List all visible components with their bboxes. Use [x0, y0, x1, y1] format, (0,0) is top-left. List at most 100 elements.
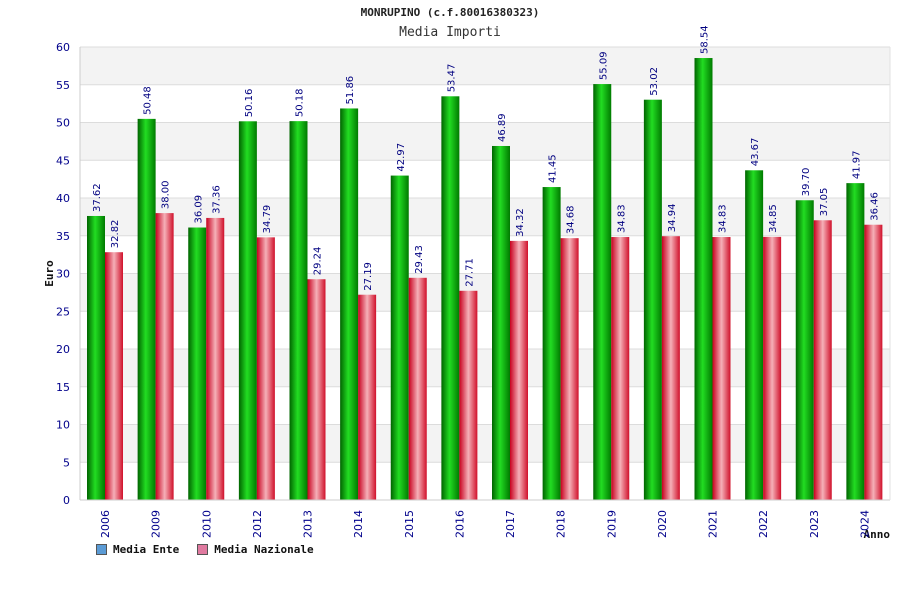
bar-media-ente: [643, 99, 662, 500]
legend-swatch-ente: [96, 544, 107, 555]
axes: 0 5 10 15 20 25 30 35 40 45 50 55 60 Euro Anno 2006 2009…: [43, 41, 891, 541]
x-tick-label: 2019: [605, 510, 618, 538]
y-tick-label: 0: [63, 494, 70, 507]
bar-media-nazionale: [459, 290, 478, 500]
data-label-media-nazionale: 34.79: [262, 205, 273, 234]
bar-media-ente: [238, 121, 257, 501]
y-tick-label: 50: [56, 117, 70, 130]
data-label-media-nazionale: 29.43: [414, 245, 425, 274]
data-label-media-nazionale: 34.83: [718, 204, 729, 233]
x-tick-label: 2021: [707, 510, 720, 538]
x-axis-label: Anno: [864, 528, 891, 541]
legend-item-ente: Media Ente: [96, 543, 179, 556]
data-label-media-nazionale: 38.00: [161, 180, 172, 209]
grid-band: [80, 122, 890, 161]
y-tick-label: 15: [56, 381, 70, 394]
data-label-media-ente: 51.86: [345, 76, 356, 105]
data-label-media-ente: 41.45: [548, 154, 559, 183]
data-label-media-nazionale: 27.71: [464, 258, 475, 287]
y-tick-label: 45: [56, 154, 70, 167]
bar-media-ente: [694, 58, 713, 500]
legend-swatch-nazionale: [197, 544, 209, 555]
data-label-media-ente: 55.09: [598, 51, 609, 80]
bar-media-ente: [137, 118, 156, 500]
data-label-media-nazionale: 29.24: [313, 247, 324, 276]
bar-media-ente: [846, 183, 865, 500]
bar-media-nazionale: [358, 294, 377, 500]
bar-media-ente: [795, 200, 814, 500]
x-tick-label: 2009: [150, 510, 163, 538]
y-tick-label: 10: [56, 419, 70, 432]
data-label-media-nazionale: 27.19: [363, 262, 374, 291]
y-tick-label: 55: [56, 79, 70, 92]
x-tick-label: 2014: [352, 510, 365, 538]
data-label-media-ente: 50.18: [295, 89, 306, 118]
x-tick-label: 2023: [808, 510, 821, 538]
bar-media-nazionale: [712, 237, 731, 500]
bar-media-ente: [390, 175, 409, 500]
data-label-media-ente: 46.89: [497, 113, 508, 142]
bar-media-ente: [593, 84, 612, 501]
bar-media-nazionale: [408, 277, 427, 500]
x-tick-label: 2017: [504, 510, 517, 538]
y-axis-label: Euro: [43, 260, 56, 287]
data-label-media-ente: 36.09: [193, 195, 204, 224]
y-tick-label: 30: [56, 268, 70, 281]
data-label-media-ente: 53.47: [446, 64, 457, 93]
y-tick-label: 25: [56, 305, 70, 318]
bar-media-ente: [340, 108, 359, 500]
legend-item-nazionale: Media Nazionale: [197, 543, 314, 556]
bar-media-nazionale: [611, 237, 630, 500]
data-label-media-ente: 53.02: [649, 67, 660, 96]
data-label-media-nazionale: 36.46: [869, 192, 880, 221]
bar-media-ente: [188, 227, 207, 500]
data-label-media-ente: 39.70: [801, 168, 812, 197]
chart-title: MONRUPINO (c.f.80016380323): [360, 6, 540, 19]
data-label-media-ente: 58.54: [700, 25, 711, 54]
labels-group: 37.62 32.82 50.48 38.00 36.09 37.36 50.16 34.79…: [92, 25, 880, 290]
x-tick-label: 2012: [251, 510, 264, 538]
data-label-media-nazionale: 32.82: [110, 220, 121, 249]
y-tick-label: 5: [63, 456, 70, 469]
x-tick-label: 2020: [656, 510, 669, 538]
data-label-media-nazionale: 37.05: [819, 188, 830, 217]
bar-media-nazionale: [105, 252, 123, 500]
x-tick-label: 2010: [200, 510, 213, 538]
data-label-media-nazionale: 37.36: [211, 185, 222, 214]
bar-media-ente: [542, 187, 561, 501]
bar-media-nazionale: [155, 213, 174, 500]
data-label-media-nazionale: 34.85: [768, 204, 779, 233]
y-tick-label: 40: [56, 192, 70, 205]
data-label-media-nazionale: 34.83: [616, 204, 627, 233]
legend: Media Ente Media Nazionale: [96, 543, 314, 556]
bar-media-nazionale: [661, 236, 680, 500]
data-label-media-ente: 43.67: [750, 138, 761, 167]
bars-group: [87, 58, 883, 501]
bar-media-ente: [87, 215, 105, 500]
data-label-media-ente: 42.97: [396, 143, 407, 172]
x-tick-label: 2022: [757, 510, 770, 538]
bar-media-nazionale: [510, 240, 528, 500]
grid-band: [80, 47, 890, 85]
x-tick-label: 2018: [555, 510, 568, 538]
bar-media-ente: [289, 121, 308, 501]
y-tick-label: 60: [56, 41, 70, 54]
data-label-media-ente: 50.16: [244, 89, 255, 118]
bar-media-nazionale: [307, 279, 326, 500]
x-tick-label: 2015: [403, 510, 416, 538]
x-tick-label: 2016: [453, 510, 466, 538]
bar-media-nazionale: [560, 238, 579, 500]
data-label-media-nazionale: 34.94: [667, 204, 678, 233]
x-tick-label: 2024: [858, 510, 871, 538]
data-label-media-nazionale: 34.68: [566, 206, 577, 235]
bar-media-nazionale: [256, 237, 275, 500]
legend-label-nazionale: Media Nazionale: [214, 543, 314, 556]
x-tick-label: 2013: [302, 510, 315, 538]
bar-media-nazionale: [864, 224, 883, 501]
bar-media-nazionale: [813, 220, 832, 500]
y-tick-label: 35: [56, 230, 70, 243]
x-tick-label: 2006: [99, 510, 112, 538]
data-label-media-ente: 41.97: [851, 150, 862, 179]
chart-subtitle: Media Importi: [399, 25, 501, 40]
